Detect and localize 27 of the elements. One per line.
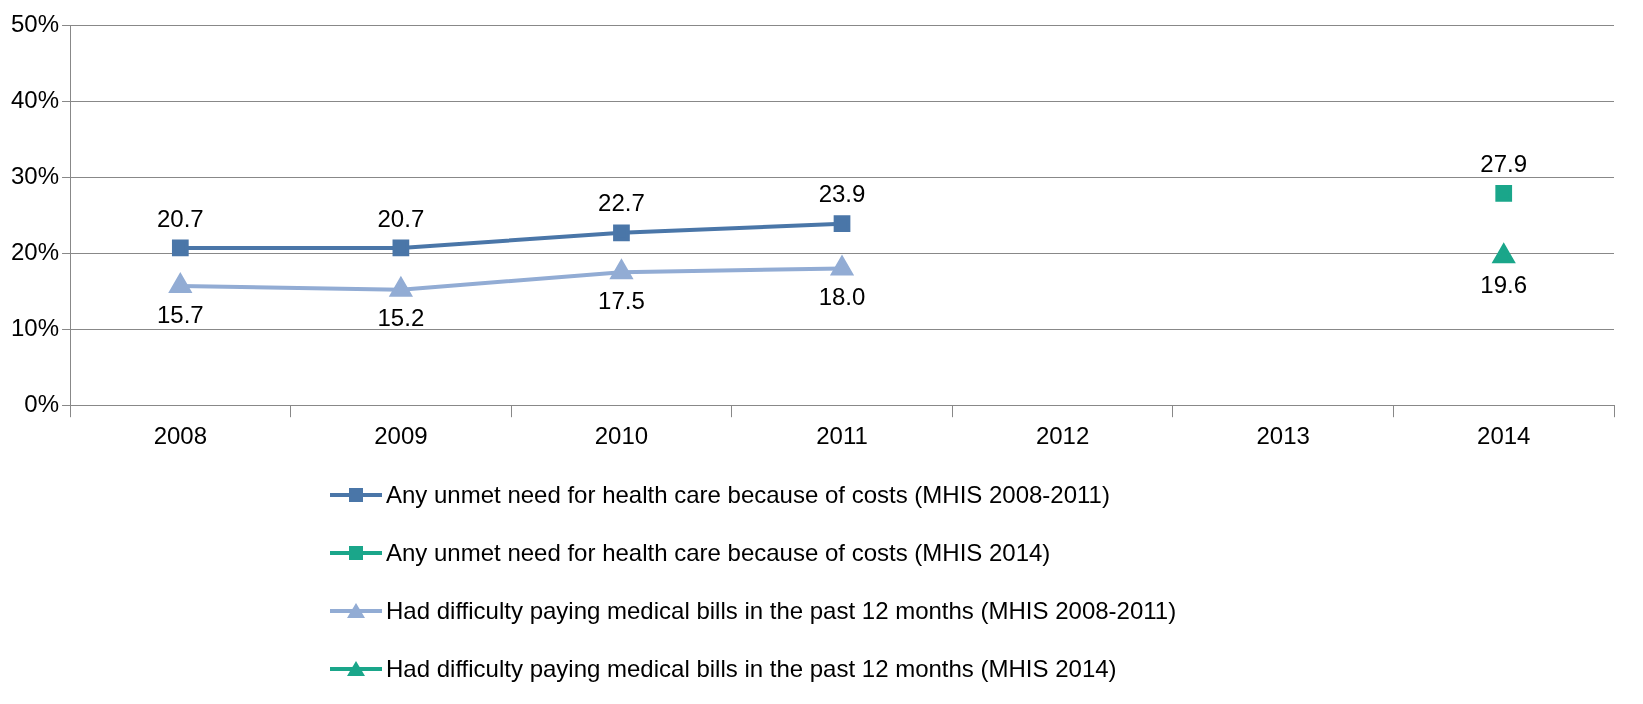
data-label: 20.7 (377, 204, 425, 232)
data-label: 22.7 (598, 189, 645, 217)
data-label: 20.7 (156, 204, 204, 232)
data-label: 18.0 (818, 283, 866, 311)
y-tick-label: 50% (10, 10, 60, 38)
legend-label: Any unmet need for health care because of costs (MHIS 2008-2011) (386, 481, 1110, 509)
data-label: 17.5 (598, 286, 645, 314)
y-tick-label: 30% (10, 161, 60, 189)
y-tick-label: 40% (10, 85, 60, 113)
x-tick-label: 2013 (1256, 422, 1310, 450)
data-label: 19.6 (1480, 270, 1528, 298)
data-label: 27.9 (1480, 149, 1528, 177)
y-tick-label: 0% (24, 389, 60, 417)
y-tick-label: 20% (10, 237, 60, 265)
legend-label: Any unmet need for health care because of costs (MHIS 2014) (386, 539, 1051, 567)
legend-label: Had difficulty paying medical bills in the past 12 months (MHIS 2014) (386, 655, 1117, 683)
x-tick-label: 2008 (153, 422, 208, 450)
x-tick-label: 2014 (1477, 422, 1531, 450)
x-tick-label: 2010 (594, 422, 649, 450)
y-tick-label: 10% (10, 313, 60, 341)
data-label: 15.7 (156, 300, 204, 328)
x-tick-label: 2012 (1035, 422, 1090, 450)
data-label: 15.2 (377, 304, 425, 332)
x-tick-label: 2009 (374, 422, 428, 450)
legend-label: Had difficulty paying medical bills in the past 12 months (MHIS 2008-2011) (386, 597, 1177, 625)
x-tick-label: 2011 (816, 422, 868, 450)
data-label: 23.9 (818, 180, 866, 208)
